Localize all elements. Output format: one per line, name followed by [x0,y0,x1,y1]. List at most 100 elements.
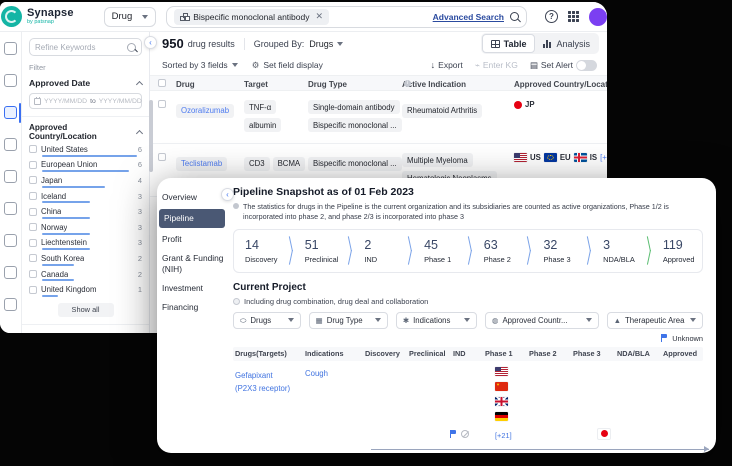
enter-kg-button[interactable]: ⌁ Enter KG [475,60,518,71]
row-checkbox[interactable] [158,100,166,108]
country-filter-row[interactable]: Norway 3 [29,220,142,235]
country-filter-row[interactable]: Canada 2 [29,267,142,282]
nav-rail-icon[interactable] [4,266,17,279]
drug-type-section-header[interactable]: Drug Type [29,331,142,333]
nav-rail-icon[interactable] [4,202,17,215]
nav-rail-icon[interactable] [4,42,17,55]
target-chip[interactable]: BCMA [272,156,306,171]
approved-country-filter-dropdown[interactable]: ◍ Approved Countr... [484,311,599,329]
export-button[interactable]: ↓ Export [431,60,463,70]
country-filter-row[interactable]: South Korea 2 [29,251,142,266]
chevron-down-icon [585,318,592,323]
sorted-by-dropdown[interactable]: Sorted by 3 fields [162,60,238,70]
checkbox[interactable] [29,176,37,185]
country-section-header[interactable]: Approved Country/Location [29,123,144,141]
target-chip[interactable]: albumin [244,118,282,132]
advanced-search-link[interactable]: Advanced Search [432,11,504,22]
nav-rail-icon[interactable] [4,234,17,247]
country-filter-row[interactable]: China 3 [29,204,142,219]
grouped-by-dropdown[interactable]: Drugs [309,39,344,49]
tab-financing[interactable]: Financing [162,301,199,312]
analysis-view-button[interactable]: Analysis [535,34,598,53]
checkbox[interactable] [29,160,37,169]
indication-chip[interactable]: Multiple Myeloma [402,153,473,167]
country-filter-row[interactable]: Iceland 3 [29,189,142,204]
table-row[interactable]: Ozoralizumab TNF-α albumin Single-domain… [150,91,607,144]
help-icon[interactable]: ? [545,10,558,23]
nav-rail-icon[interactable] [4,138,17,151]
nav-rail-drug-icon[interactable] [4,106,17,119]
nav-rail-icon[interactable] [4,298,17,311]
date-range-input[interactable]: YYYY/MM/DD to YYYY/MM/DD [29,93,142,109]
panel-menu-collapse-button[interactable]: ‹ [221,188,234,201]
target-link[interactable]: (P2X3 receptor) [235,384,291,394]
scrollbar[interactable] [149,100,153,172]
info-icon: i [404,79,411,87]
search-scope-dropdown[interactable]: Drug [103,6,157,27]
set-alert-control[interactable]: ▤ Set Alert [530,59,597,71]
country-filter-row[interactable]: United States 6 [29,142,142,157]
column-target[interactable]: Target [244,79,268,89]
approved-date-section-header[interactable]: Approved Date [29,78,144,88]
checkbox[interactable] [29,285,37,294]
target-chip[interactable]: TNF-α [244,100,277,114]
set-alert-label: Set Alert [540,60,573,70]
germany-flag-icon [495,411,508,421]
set-field-display-button[interactable]: ⚙ Set field display [252,60,323,71]
drug-type-chip[interactable]: Single-domain antibody [308,100,400,114]
column-drug[interactable]: Drug [176,79,195,89]
column-drug-type[interactable]: Drug Type [308,79,347,89]
drug-link[interactable]: Ozoralizumab [176,103,235,118]
drug-type-chip[interactable]: Bispecific monoclonal ... [308,156,402,171]
checkbox[interactable] [29,192,37,201]
apps-grid-icon[interactable] [568,11,579,22]
more-flags-link[interactable]: [+21] [495,430,512,440]
set-alert-toggle[interactable] [576,59,597,71]
more-locations-link[interactable]: [+2] [600,153,607,162]
checkbox[interactable] [29,238,37,247]
nav-rail-icon[interactable] [4,170,17,183]
search-icon[interactable] [510,12,519,21]
drugs-filter-dropdown[interactable]: ⬭ Drugs [233,311,301,329]
indication-chip[interactable]: Rheumatoid Arthritis [402,103,483,118]
include-toggle-row[interactable]: Including drug combination, drug deal an… [233,297,703,306]
indications-filter-dropdown[interactable]: ✱ Indications [395,311,477,329]
checkbox[interactable] [29,223,37,232]
drug-link[interactable]: Teclistamab [176,156,228,171]
checkbox[interactable] [29,207,37,216]
area-icon: ▲ [613,315,622,325]
row-checkbox[interactable] [158,153,166,161]
search-input[interactable]: Bispecific monoclonal antibody ✕ Advance… [166,5,527,28]
country-filter-row[interactable]: Japan 4 [29,173,142,188]
show-all-button[interactable]: Show all [57,302,114,317]
drug-type-chip[interactable]: Bispecific monoclonal ... [308,118,402,132]
user-avatar[interactable] [589,7,607,26]
tab-grant-funding[interactable]: Grant & Funding (NIH) [162,252,224,274]
country-filter-row[interactable]: United Kingdom 1 [29,282,142,297]
tab-investment[interactable]: Investment [162,282,203,293]
select-all-checkbox[interactable] [158,79,166,87]
checkbox[interactable] [29,145,37,154]
remove-tag-icon[interactable]: ✕ [315,11,324,21]
radio-icon[interactable] [233,297,240,305]
tab-profit[interactable]: Profit [162,233,182,244]
therapeutic-area-filter-dropdown[interactable]: ▲ Therapeutic Area [606,311,704,329]
drug-link[interactable]: Gefapixant [235,370,273,380]
target-chip[interactable]: CD3 [244,156,270,171]
search-term-tag[interactable]: Bispecific monoclonal antibody ✕ [174,8,330,25]
tab-overview[interactable]: Overview [162,192,197,202]
nav-rail-icon[interactable] [4,74,17,87]
checkbox[interactable] [29,254,37,263]
table-view-button[interactable]: Table [481,34,536,53]
country-filter-row[interactable]: Liechtenstein 3 [29,236,142,251]
checkbox[interactable] [29,270,37,279]
tab-pipeline[interactable]: Pipeline [159,208,225,228]
sidebar-collapse-button[interactable]: ‹ [144,36,157,49]
country-filter-row[interactable]: European Union 6 [29,158,142,173]
column-approved-location[interactable]: Approved Country/Location [514,79,607,89]
refine-keywords-input[interactable] [35,42,123,52]
drug-type-filter-dropdown[interactable]: ▦ Drug Type [308,311,388,329]
indication-link[interactable]: Cough [305,368,328,378]
analysis-view-label: Analysis [556,38,590,49]
date-to-word: to [90,97,96,105]
